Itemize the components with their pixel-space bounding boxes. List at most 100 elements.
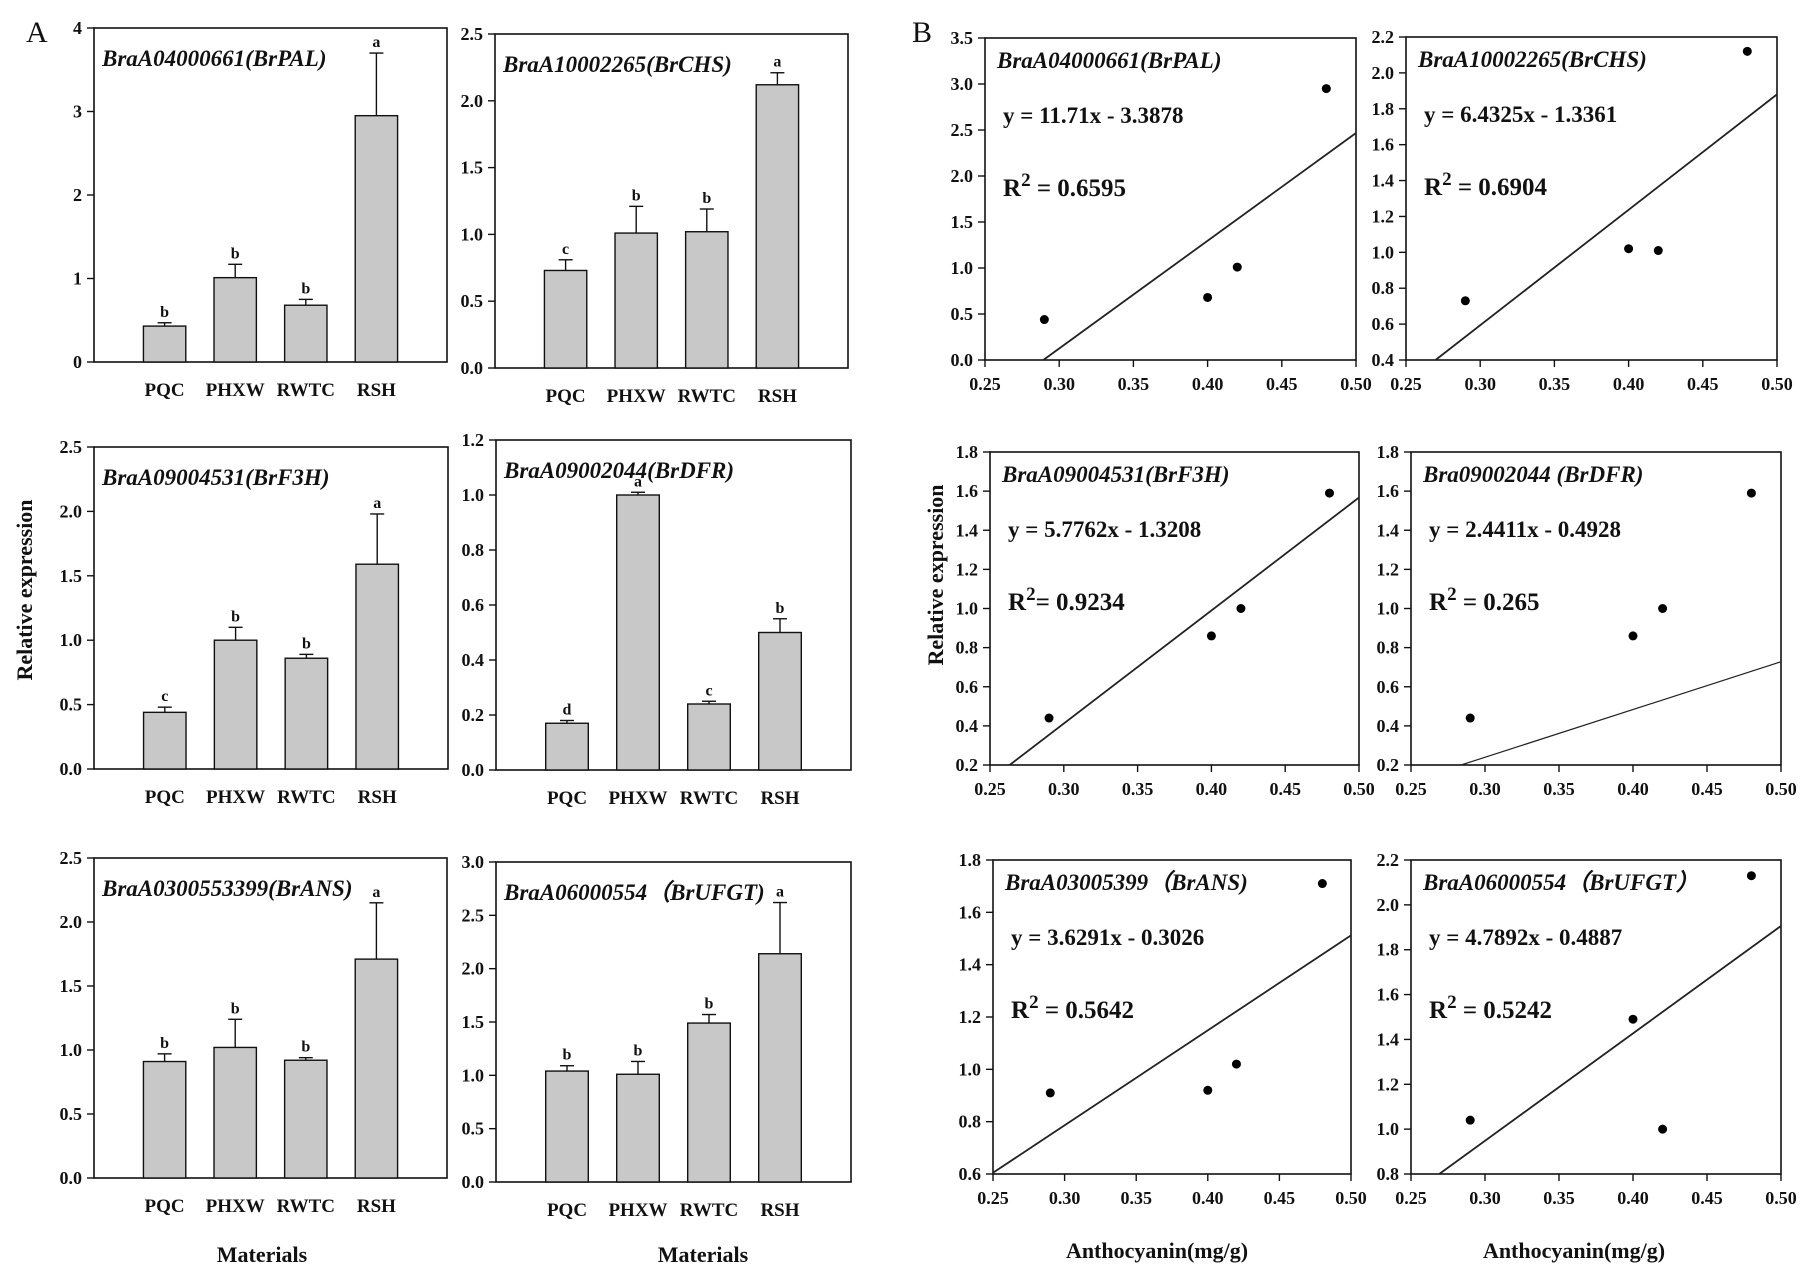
- chart-5: 0.0 0.5 1.0 1.5 2.0 2.5 b PQC b PHXW b RWTC a RSH BraA…: [60, 848, 448, 1217]
- category-label: PQC: [546, 386, 586, 407]
- bar: [142, 1060, 187, 1179]
- y-tick-label: 0.2: [1377, 755, 1400, 775]
- bar: [283, 1059, 328, 1179]
- chart-6: 0.0 0.5 1.0 1.5 2.0 2.5 3.0 b PQC b PHXW b RWTC a RSH B…: [462, 852, 852, 1221]
- y-tick-label: 0.4: [1377, 716, 1400, 736]
- regression-line: [1009, 496, 1360, 766]
- category-label: PQC: [547, 1200, 587, 1221]
- x-tick-label: 0.40: [1196, 779, 1228, 799]
- r-squared-value: = 0.5242: [1457, 997, 1553, 1024]
- r-squared-value: = 0.6595: [1031, 175, 1127, 202]
- chart-title: Bra09002044 (BrDFR): [1422, 462, 1643, 487]
- chart-title: BraA09004531(BrF3H): [101, 465, 329, 490]
- chart-8: 0.4 0.6 0.8 1.0 1.2 1.4 1.6 1.8 2.0 2.2 0.25 0.30 0.…: [1372, 27, 1793, 394]
- r-squared-symbol: R: [1424, 174, 1443, 201]
- regression-line: [1042, 132, 1357, 361]
- y-tick-label: 1.0: [461, 224, 484, 244]
- category-label: PHXW: [608, 788, 667, 809]
- significance-label: a: [372, 34, 380, 51]
- regression-equation: y = 6.4325x - 1.3361: [1424, 102, 1617, 127]
- chart-7: 0.0 0.5 1.0 1.5 2.0 2.5 3.0 3.5 0.25 0.30 0.35 0.40…: [951, 28, 1372, 394]
- data-point: [1203, 1085, 1213, 1095]
- data-point: [1236, 604, 1246, 613]
- y-tick-label: 1.5: [462, 1012, 485, 1032]
- data-point: [1465, 713, 1475, 723]
- x-tick-label: 0.40: [1617, 779, 1649, 799]
- panel-label-a: A: [26, 16, 48, 49]
- y-tick-label: 2.5: [462, 905, 485, 925]
- x-tick-label: 0.25: [1390, 374, 1422, 394]
- regression-line: [1434, 93, 1778, 361]
- y-tick-label: 2: [73, 185, 82, 205]
- y-tick-label: 4: [73, 18, 82, 38]
- y-tick-label: 0.8: [1377, 638, 1400, 658]
- x-tick-label: 0.40: [1617, 1188, 1649, 1208]
- data-point: [1324, 488, 1334, 498]
- regression-equation: y = 11.71x - 3.3878: [1003, 103, 1184, 128]
- data-point: [1044, 713, 1054, 723]
- x-tick-label: 0.40: [1613, 374, 1645, 394]
- bar: [355, 563, 400, 770]
- category-label: RWTC: [678, 386, 736, 407]
- y-tick-label: 1.5: [60, 566, 83, 586]
- y-tick-label: 1.2: [462, 430, 485, 450]
- bar: [213, 1046, 258, 1179]
- y-tick-label: 1.6: [1377, 481, 1400, 501]
- x-tick-label: 0.40: [1192, 374, 1224, 394]
- chart-title: BraA09002044(BrDFR): [503, 458, 734, 483]
- bar: [687, 703, 732, 771]
- y-tick-label: 0.6: [959, 1164, 982, 1184]
- category-label: RSH: [357, 380, 396, 401]
- chart-title: BraA04000661(BrPAL): [996, 48, 1221, 73]
- significance-label: a: [776, 884, 784, 901]
- category-label: PQC: [145, 1196, 185, 1217]
- significance-label: b: [301, 280, 310, 297]
- bar: [142, 711, 187, 770]
- y-tick-label: 2.0: [462, 959, 485, 979]
- chart-title: BraA10002265(BrCHS): [1417, 47, 1647, 72]
- category-label: PQC: [145, 380, 185, 401]
- y-tick-label: 1.0: [959, 1059, 982, 1079]
- x-tick-label: 0.25: [974, 779, 1006, 799]
- y-tick-label: 1.0: [462, 1065, 485, 1085]
- x-axis-label-materials-1: Materials: [217, 1242, 308, 1267]
- y-tick-label: 1.2: [959, 1007, 982, 1027]
- plot-frame: [984, 37, 1357, 361]
- significance-label: b: [632, 187, 641, 204]
- x-tick-label: 0.25: [1395, 1188, 1427, 1208]
- x-axis-label-materials-2: Materials: [658, 1242, 749, 1267]
- r-squared-superscript: 2: [1029, 992, 1039, 1013]
- significance-label: d: [563, 702, 572, 719]
- y-tick-label: 1.6: [1377, 985, 1400, 1005]
- r-squared-value: = 0.5642: [1039, 997, 1135, 1024]
- bar: [687, 1022, 732, 1183]
- bar: [545, 1070, 590, 1183]
- bar: [283, 304, 328, 363]
- data-point: [1628, 1014, 1638, 1024]
- x-tick-label: 0.45: [1691, 1188, 1723, 1208]
- chart-1: 0 1 2 3 4 b PQC b PHXW b RWTC a RSH BraA04000661(BrPA…: [73, 18, 448, 401]
- y-tick-label: 1.4: [959, 955, 982, 975]
- bar: [755, 84, 800, 369]
- data-point: [1232, 262, 1242, 272]
- y-tick-label: 1.0: [1372, 242, 1395, 262]
- y-tick-label: 1.2: [956, 559, 979, 579]
- y-tick-label: 1.5: [461, 158, 484, 178]
- y-tick-label: 2.0: [461, 91, 484, 111]
- category-label: PHXW: [206, 1196, 265, 1217]
- y-tick-label: 2.2: [1372, 27, 1395, 47]
- y-tick-label: 1.4: [956, 520, 979, 540]
- significance-label: b: [776, 600, 785, 617]
- bar: [614, 232, 659, 369]
- significance-label: b: [231, 1000, 240, 1017]
- x-tick-label: 0.35: [1120, 1188, 1152, 1208]
- y-tick-label: 2.0: [60, 501, 83, 521]
- y-tick-label: 0.0: [462, 760, 485, 780]
- y-tick-label: 0.0: [951, 350, 974, 370]
- y-tick-label: 2.0: [951, 166, 974, 186]
- data-point: [1658, 604, 1668, 613]
- data-point: [1465, 1115, 1475, 1125]
- r-squared: R2= 0.9234: [1008, 584, 1125, 616]
- r-squared-superscript: 2: [1447, 992, 1457, 1013]
